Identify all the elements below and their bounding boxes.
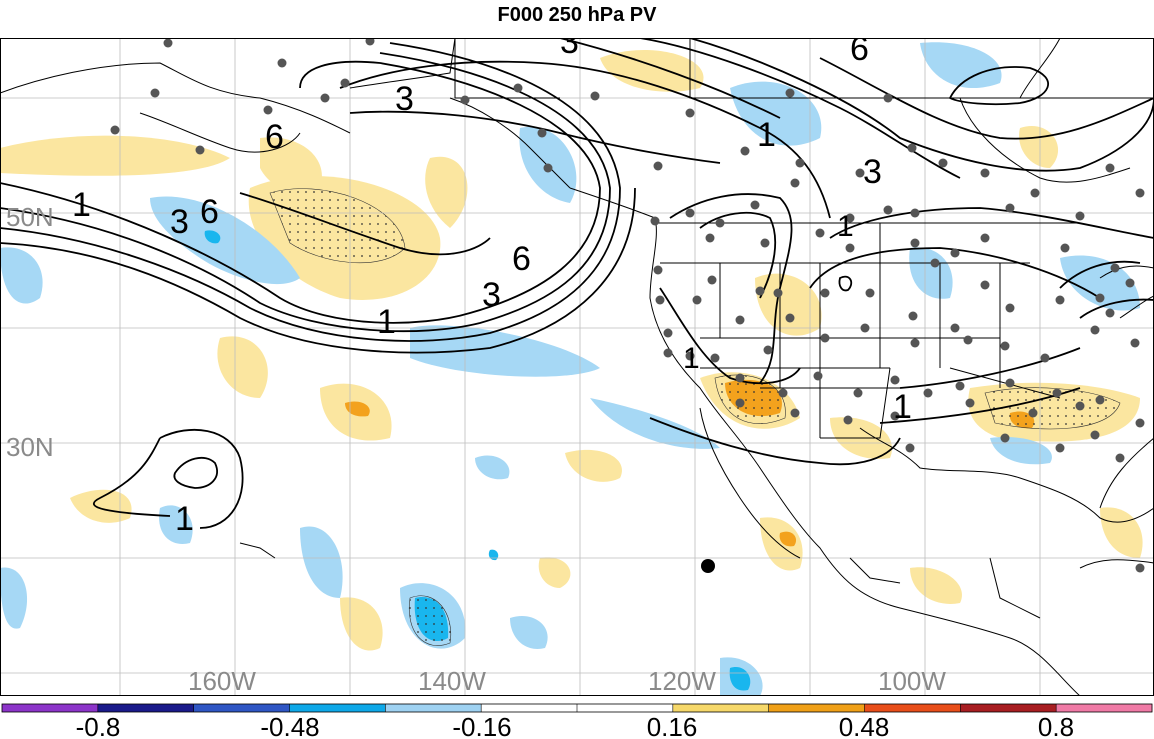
lon-label-160w: 160W (188, 666, 256, 696)
contour-label: 6 (265, 118, 284, 156)
colorbar-swatch (864, 704, 961, 712)
colorbar-swatch (768, 704, 865, 712)
positive-anomaly-region (340, 597, 383, 651)
contour-label: 1 (175, 500, 194, 538)
colorbar-swatch (289, 704, 386, 712)
contour-label: 3 (863, 153, 882, 191)
positive-anomaly-region (425, 156, 468, 228)
colorbar-tick-label: 0.16 (647, 712, 698, 739)
positive-anomaly-region (260, 137, 322, 195)
contour-label: 1 (837, 210, 854, 243)
positive-anomaly-region (760, 517, 803, 571)
colorbar-swatches (2, 704, 1153, 712)
strong-negative-anomaly (488, 549, 499, 561)
colorbar-tick-label: -0.16 (452, 712, 511, 739)
stippled-region (714, 374, 786, 424)
strong-positive-anomaly (345, 401, 370, 417)
strong-positive-anomaly (779, 531, 797, 547)
colorbar-tick-label: 0.8 (1038, 712, 1074, 739)
negative-anomaly-region (990, 437, 1052, 465)
positive-anomaly-region (70, 489, 132, 523)
observation-stations (110, 38, 1145, 573)
negative-anomaly-region (920, 42, 1002, 89)
contour-label: 6 (850, 38, 869, 68)
colorbar-outline (1, 703, 1153, 713)
contour-labels: 1 3 6 3 6 3 1 1 6 3 1 1 3 6 3 1 1 (72, 38, 912, 538)
contour-label: 1 (893, 388, 912, 426)
lat-label-30n: 30N (6, 432, 54, 462)
contour-label: 1 (757, 116, 776, 154)
positive-anomaly-region (755, 273, 822, 336)
colorbar-swatch (481, 704, 578, 712)
contour-label: 1 (683, 342, 700, 375)
contour-label: 6 (200, 193, 219, 231)
coastlines-and-borders (0, 38, 1154, 696)
colorbar-swatch (672, 704, 770, 712)
lat-lon-grid (0, 38, 1154, 696)
lon-label-100w: 100W (878, 666, 946, 696)
contour-label: 3 (560, 38, 579, 61)
colorbar-swatch (577, 704, 674, 712)
negative-anomaly-region (150, 196, 300, 285)
positive-anomaly-region (600, 49, 704, 92)
colorbar-swatch (2, 704, 99, 712)
colorbar-tick-label: -0.8 (76, 712, 121, 739)
negative-anomaly-region (475, 455, 510, 480)
positive-anomaly-region (538, 557, 571, 588)
colorbar-swatch (97, 704, 195, 712)
contour-label: 6 (512, 240, 531, 278)
stippled-region (408, 595, 452, 646)
contour-label: 3 (395, 80, 414, 118)
negative-anomaly-region (1060, 255, 1140, 311)
negative-anomaly-region (590, 398, 720, 449)
pv-shading (0, 42, 1143, 696)
colorbar-swatch (193, 704, 290, 712)
pv-map: 1 3 6 3 6 3 1 1 6 3 1 1 3 6 3 1 1 50N 30… (0, 38, 1154, 696)
colorbar: -0.8 -0.48 -0.16 0.16 0.48 0.8 (1, 703, 1153, 739)
lon-label-140w: 140W (418, 666, 486, 696)
colorbar-swatch (1056, 704, 1153, 712)
colorbar-swatch (960, 704, 1057, 712)
marked-location-dot (701, 559, 715, 573)
strong-negative-anomaly (204, 230, 221, 244)
lon-label-120w: 120W (648, 666, 716, 696)
colorbar-swatch (385, 704, 482, 712)
positive-anomaly-region (565, 449, 622, 482)
negative-anomaly-region (0, 247, 43, 304)
chart-title: F000 250 hPa PV (497, 4, 657, 26)
lat-label-50n: 50N (6, 202, 54, 232)
stippled-region (984, 387, 1121, 430)
negative-anomaly-region (300, 526, 343, 598)
negative-anomaly-region (470, 337, 501, 364)
positive-anomaly-region (910, 567, 962, 604)
positive-anomaly-region (0, 135, 230, 176)
negative-anomaly-region (909, 247, 953, 299)
colorbar-tick-label: 0.48 (839, 712, 890, 739)
contour-label: 3 (482, 276, 501, 314)
negative-anomaly-region (510, 616, 548, 649)
contour-label: 3 (170, 203, 189, 241)
positive-anomaly-region (217, 336, 268, 398)
colorbar-tick-label: -0.48 (260, 712, 319, 739)
contour-label: 1 (377, 303, 396, 341)
contour-label: 1 (72, 186, 91, 224)
pv-contours (0, 38, 1154, 529)
negative-anomaly-region (0, 567, 28, 629)
